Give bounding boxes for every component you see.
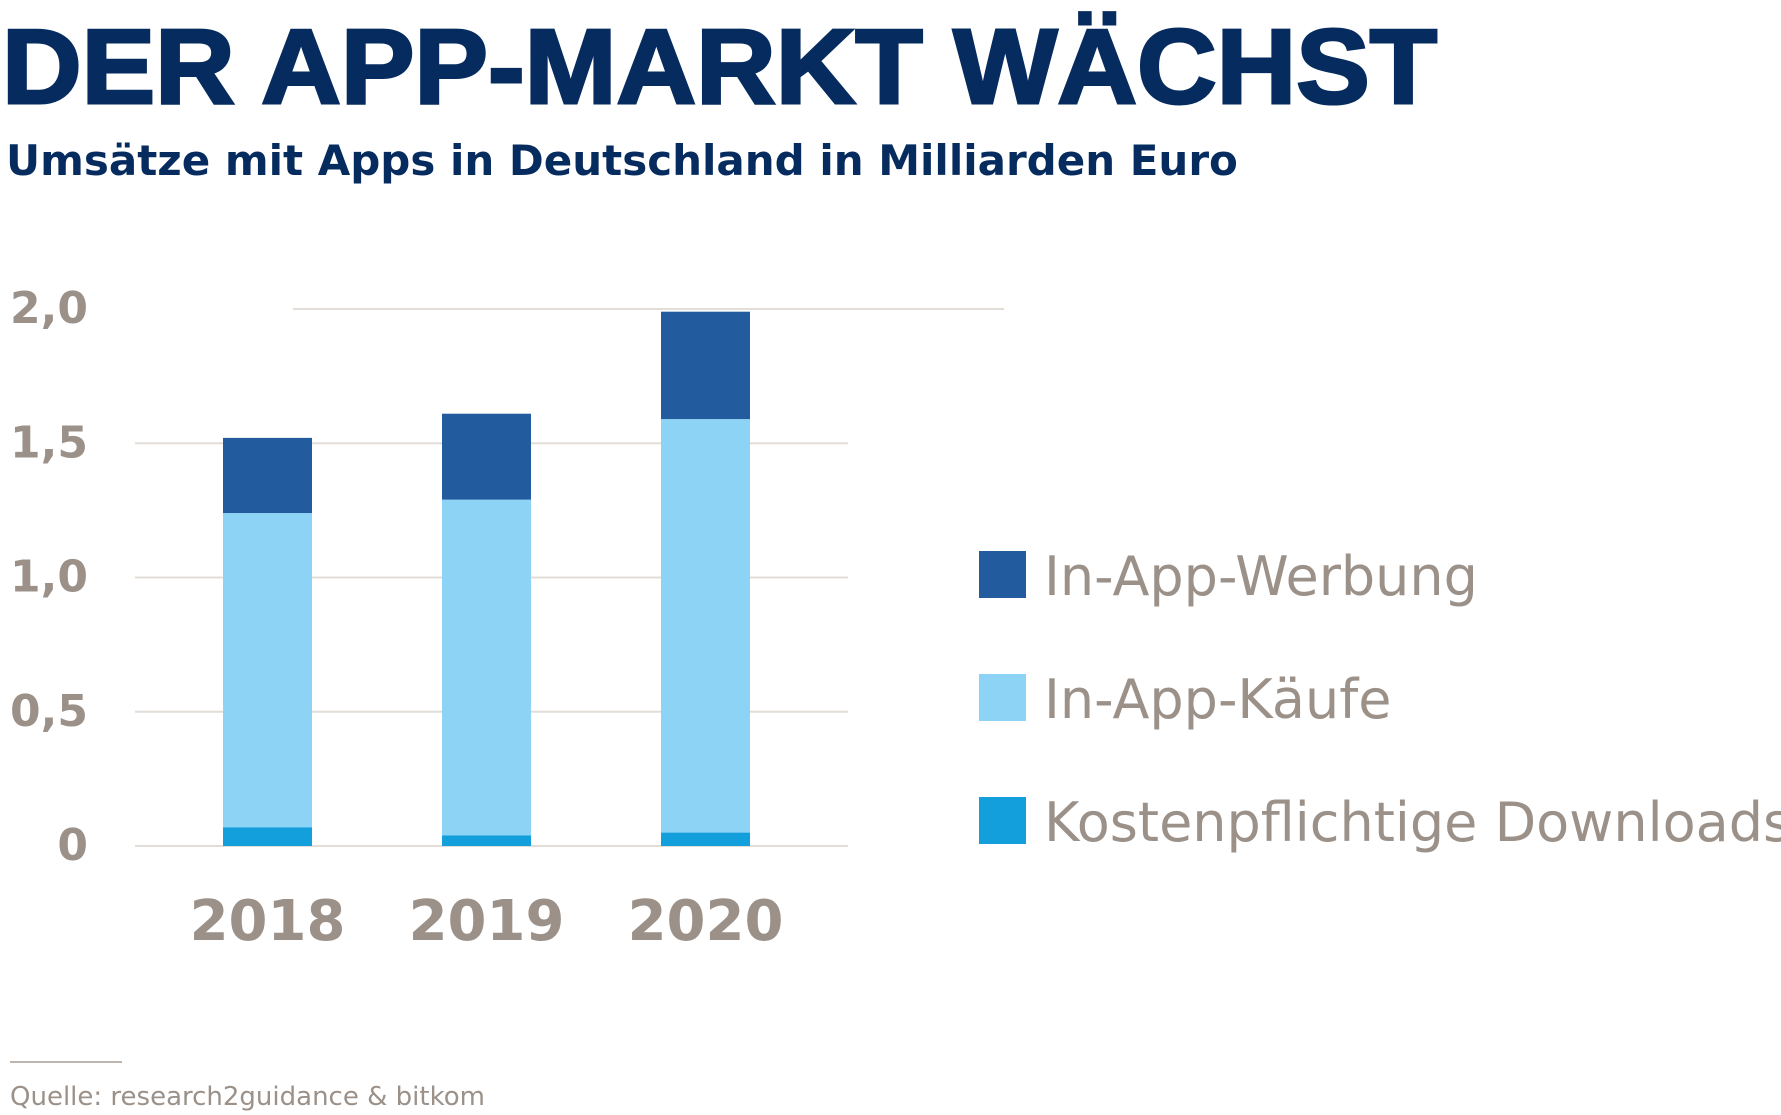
y-tick-label: 0,5 <box>10 686 88 737</box>
bar-stack-2019 <box>442 413 531 846</box>
bar-segment <box>442 413 531 500</box>
bar-segment <box>661 419 750 833</box>
bar-segment <box>442 499 531 836</box>
legend-swatch <box>979 551 1026 598</box>
x-tick-label: 2020 <box>628 889 784 954</box>
bar-segment <box>223 437 312 514</box>
y-tick-label: 2,0 <box>10 283 88 334</box>
bar-segment <box>442 835 531 846</box>
y-axis-ticks: 0 0,5 1,0 1,5 2,0 <box>10 283 88 871</box>
legend-swatch <box>979 797 1026 844</box>
legend-label: In-App-Werbung <box>1044 545 1478 608</box>
bar-stack-2018 <box>223 437 312 846</box>
source-divider <box>10 1061 122 1063</box>
source-note: Quelle: research2guidance & bitkom <box>10 1082 485 1112</box>
x-tick-label: 2019 <box>409 889 565 954</box>
x-tick-label: 2018 <box>190 889 346 954</box>
legend-item: Kostenpflichtige Downloads <box>979 791 1781 854</box>
bar-stack-2020 <box>661 311 750 846</box>
y-tick-label: 0 <box>57 820 88 871</box>
bar-segment <box>223 513 312 828</box>
bars <box>223 311 750 846</box>
bar-segment <box>661 832 750 846</box>
y-tick-label: 1,5 <box>10 417 88 468</box>
bar-segment <box>661 311 750 420</box>
y-tick-label: 1,0 <box>10 552 88 603</box>
legend-swatch <box>979 674 1026 721</box>
legend-item: In-App-Werbung <box>979 545 1478 608</box>
legend: In-App-Werbung In-App-Käufe Kostenpflichti… <box>979 545 1781 854</box>
legend-item: In-App-Käufe <box>979 668 1391 731</box>
bar-segment <box>223 827 312 846</box>
legend-label: In-App-Käufe <box>1044 668 1391 731</box>
legend-label: Kostenpflichtige Downloads <box>1044 791 1781 854</box>
chart-subtitle: Umsätze mit Apps in Deutschland in Milli… <box>6 136 1238 185</box>
x-axis-ticks: 2018 2019 2020 <box>190 889 784 954</box>
chart-title: DER APP-MARKT WÄCHST <box>0 8 1438 126</box>
